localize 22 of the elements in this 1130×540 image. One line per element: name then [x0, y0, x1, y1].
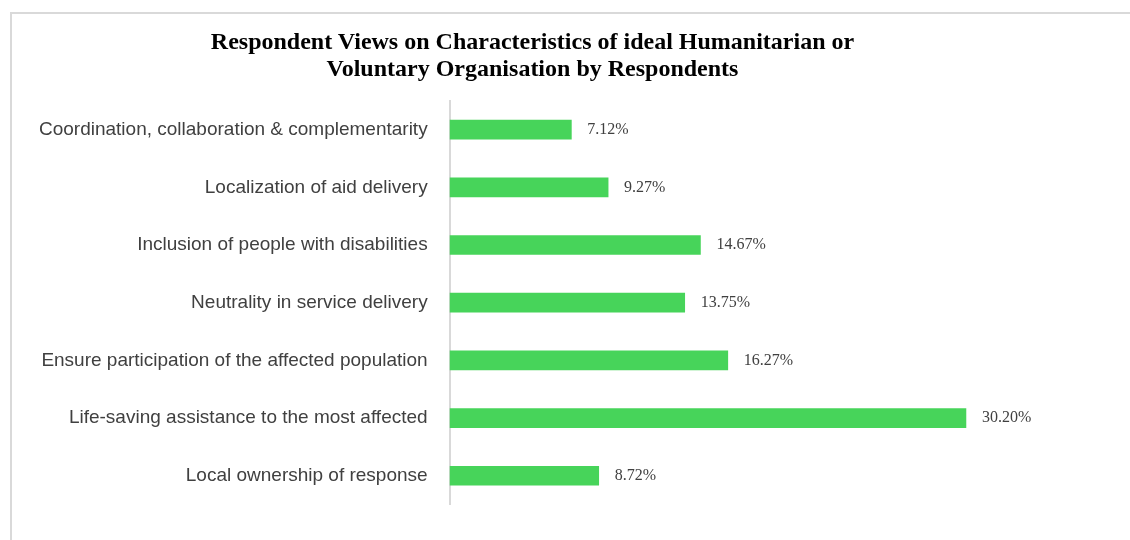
data-label: 30.20% — [981, 408, 1032, 426]
bar — [449, 177, 609, 198]
y-tick-label: Local ownership of response — [185, 463, 428, 485]
chart-title: Respondent Views on Characteristics of ideal Humanitarian or Voluntary Organisation by Respondents — [210, 28, 855, 81]
bar — [449, 292, 686, 313]
bar — [449, 119, 572, 140]
data-label: 13.75% — [700, 292, 751, 310]
y-tick-label: Ensure participation of the affected population — [41, 348, 428, 370]
data-label: 9.27% — [624, 177, 666, 195]
bar — [449, 408, 967, 428]
y-tick-label: Neutrality in service delivery — [191, 290, 429, 312]
data-label: 8.72% — [614, 465, 657, 483]
data-label: 14.67% — [716, 235, 766, 253]
bar — [449, 465, 600, 486]
y-tick-label: Localization of aid delivery — [204, 175, 429, 197]
data-label: 7.12% — [587, 119, 629, 137]
y-tick-label: Life-saving assistance to the most affected — [68, 406, 428, 428]
bar — [449, 350, 729, 371]
y-tick-label: Inclusion of people with disabilities — [137, 233, 428, 255]
y-tick-label: Coordination, collaboration & complementarity — [38, 117, 429, 139]
bar — [449, 235, 701, 255]
data-label: 16.27% — [743, 350, 794, 368]
